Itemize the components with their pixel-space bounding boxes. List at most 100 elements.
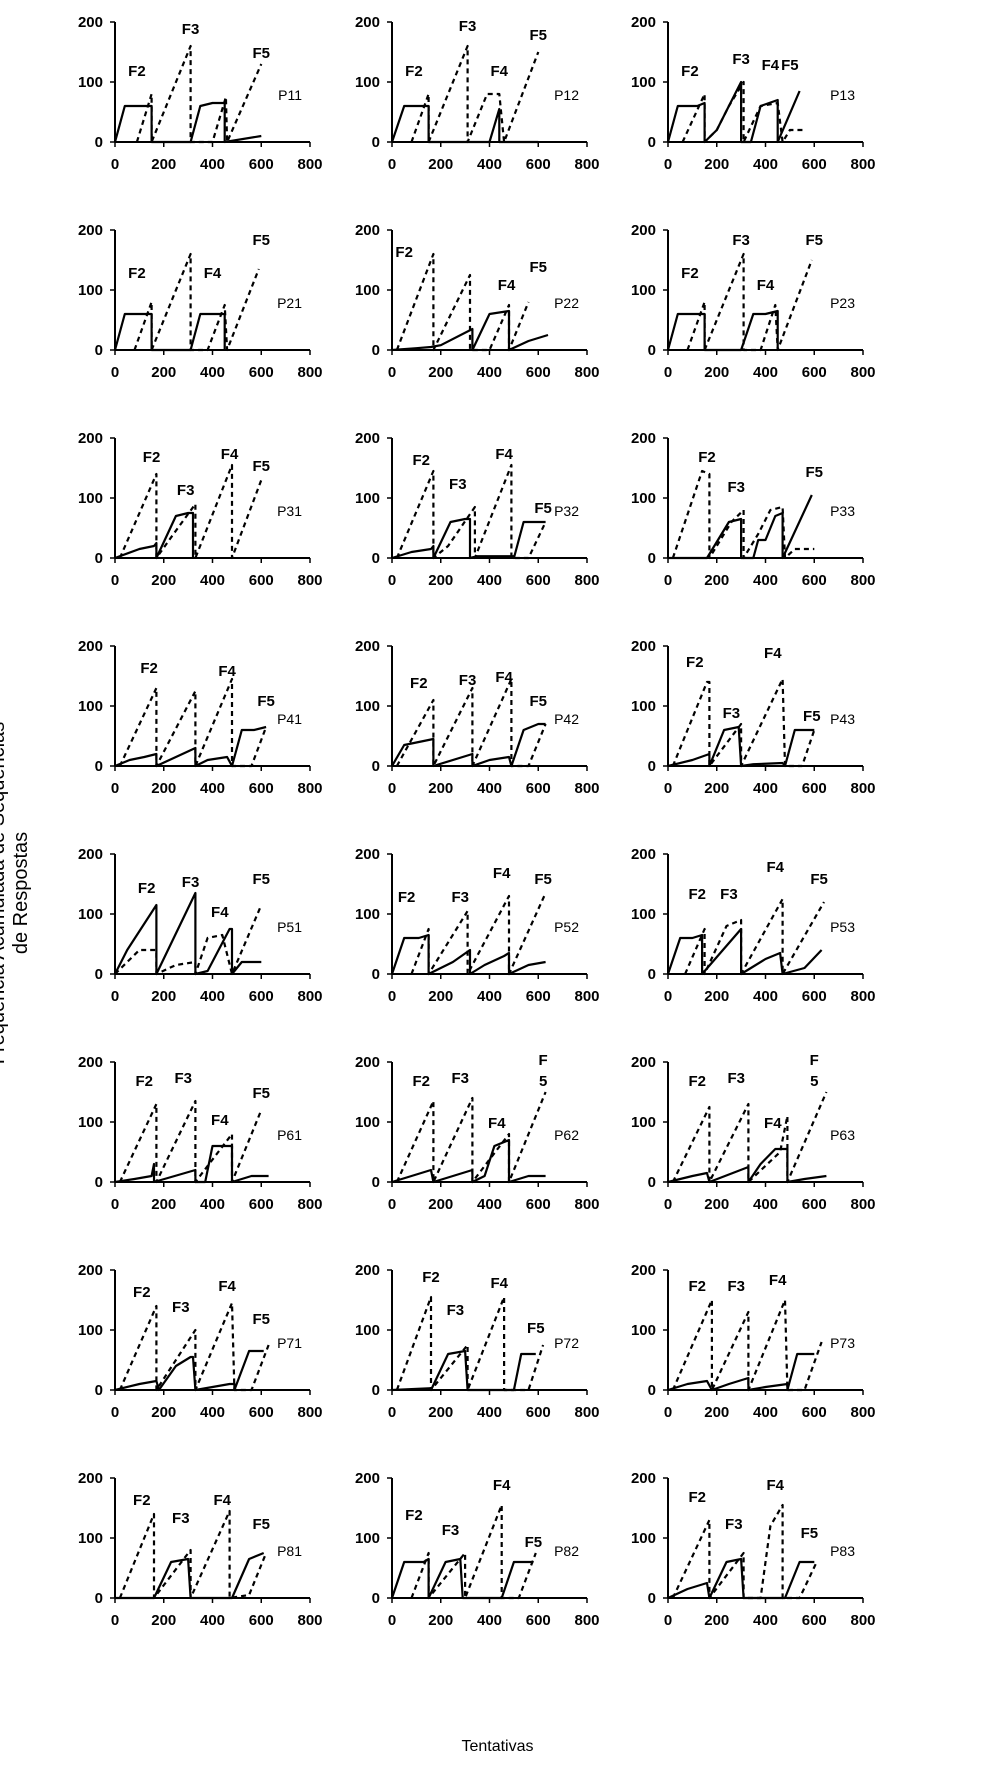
- y-tick-label: 200: [78, 430, 103, 447]
- x-tick-label: 600: [526, 1612, 551, 1629]
- participant-label: P73: [830, 1335, 855, 1351]
- y-tick-label: 200: [631, 1054, 656, 1071]
- x-tick-label: 600: [526, 572, 551, 589]
- series-dashed-line: [410, 892, 547, 976]
- y-tick-label: 100: [631, 282, 656, 299]
- y-tick-label: 200: [355, 430, 380, 447]
- y-tick-label: 100: [631, 1322, 656, 1339]
- x-tick-label: 200: [428, 364, 453, 381]
- series-dashed-line: [681, 80, 805, 144]
- phase-label: F5: [534, 500, 552, 517]
- x-tick-label: 800: [850, 1612, 875, 1629]
- participant-label: P63: [830, 1127, 855, 1143]
- x-tick-label: 400: [753, 780, 778, 797]
- x-tick-label: 200: [428, 780, 453, 797]
- series-solid-line: [667, 725, 815, 768]
- x-tick-label: 400: [200, 572, 225, 589]
- series-solid-line: [668, 494, 813, 560]
- series-dashed-line: [133, 252, 260, 352]
- series-dashed-line: [395, 677, 547, 768]
- x-tick-label: 0: [664, 572, 672, 589]
- x-tick-label: 800: [574, 988, 599, 1005]
- y-tick-label: 200: [355, 638, 380, 655]
- x-tick-label: 0: [388, 572, 396, 589]
- x-tick-label: 600: [802, 364, 827, 381]
- phase-label: F2: [405, 63, 423, 80]
- phase-label: F5: [803, 708, 821, 725]
- x-tick-label: 800: [297, 572, 322, 589]
- phase-label: F5: [801, 1525, 819, 1542]
- participant-label: P72: [554, 1335, 579, 1351]
- y-tick-label: 200: [631, 1262, 656, 1279]
- x-tick-label: 200: [704, 1612, 729, 1629]
- phase-label: F2: [143, 449, 161, 466]
- x-tick-label: 400: [200, 364, 225, 381]
- phase-label: F5: [252, 458, 270, 475]
- panel-p23: 0 100 200 0 200 400 600 800 F2 F3 F4 F5 P23: [631, 222, 876, 381]
- x-tick-label: 800: [574, 780, 599, 797]
- phase-label: F3: [174, 1070, 192, 1087]
- x-tick-label: 400: [200, 1196, 225, 1213]
- y-tick-label: 100: [355, 490, 380, 507]
- phase-label: F4: [764, 645, 782, 662]
- phase-label: F4: [213, 1492, 231, 1509]
- phase-label: 5: [810, 1073, 818, 1090]
- phase-label: F2: [410, 675, 428, 692]
- y-tick-label: 0: [648, 134, 656, 151]
- participant-label: P33: [830, 503, 855, 519]
- phase-label: F3: [447, 1302, 465, 1319]
- x-tick-label: 0: [111, 780, 119, 797]
- phase-label: F4: [762, 57, 780, 74]
- x-tick-label: 0: [388, 1196, 396, 1213]
- participant-label: P42: [554, 711, 579, 727]
- series-solid-line: [391, 1349, 536, 1392]
- x-tick-label: 800: [850, 988, 875, 1005]
- phase-label: F5: [529, 27, 547, 44]
- x-tick-label: 200: [704, 780, 729, 797]
- x-tick-label: 800: [574, 1404, 599, 1421]
- series-dashed-line: [118, 463, 263, 560]
- x-tick-label: 400: [477, 156, 502, 173]
- phase-label: F5: [805, 232, 823, 249]
- phase-label: F5: [257, 693, 275, 710]
- x-tick-label: 800: [297, 988, 322, 1005]
- phase-label: F2: [133, 1492, 151, 1509]
- y-tick-label: 100: [631, 74, 656, 91]
- series-solid-line: [391, 517, 546, 560]
- y-tick-label: 100: [78, 74, 103, 91]
- x-tick-label: 400: [477, 988, 502, 1005]
- x-tick-label: 600: [526, 1196, 551, 1213]
- y-tick-label: 0: [95, 342, 103, 359]
- phase-label: F3: [723, 705, 741, 722]
- y-tick-label: 200: [631, 222, 656, 239]
- x-tick-label: 600: [802, 1404, 827, 1421]
- y-tick-label: 200: [78, 846, 103, 863]
- y-tick-label: 0: [372, 1382, 380, 1399]
- x-tick-label: 0: [111, 1404, 119, 1421]
- phase-label: F4: [769, 1272, 787, 1289]
- phase-label: F2: [681, 63, 699, 80]
- panel-p13: 0 100 200 0 200 400 600 800 F2 F3 F4 F5 P13: [631, 14, 876, 173]
- y-tick-label: 200: [631, 638, 656, 655]
- participant-label: P53: [830, 919, 855, 935]
- x-tick-label: 600: [249, 156, 274, 173]
- phase-label: F4: [493, 1477, 511, 1494]
- x-tick-label: 0: [664, 1612, 672, 1629]
- phase-label: F2: [412, 452, 430, 469]
- panel-p11: 0 100 200 0 200 400 600 800 F2 F3 F5 P11: [78, 14, 323, 173]
- phase-label: F: [810, 1052, 819, 1069]
- phase-label: F2: [698, 449, 716, 466]
- x-tick-label: 400: [753, 1612, 778, 1629]
- y-tick-label: 100: [355, 906, 380, 923]
- x-tick-label: 0: [664, 364, 672, 381]
- x-tick-label: 0: [388, 1404, 396, 1421]
- x-tick-label: 0: [111, 988, 119, 1005]
- phase-label: F5: [252, 1085, 270, 1102]
- y-tick-label: 100: [78, 906, 103, 923]
- series-dashed-line: [671, 1503, 818, 1600]
- y-tick-label: 100: [631, 490, 656, 507]
- y-tick-label: 0: [648, 342, 656, 359]
- phase-label: F2: [412, 1073, 430, 1090]
- x-tick-label: 800: [850, 1404, 875, 1421]
- x-tick-label: 600: [526, 780, 551, 797]
